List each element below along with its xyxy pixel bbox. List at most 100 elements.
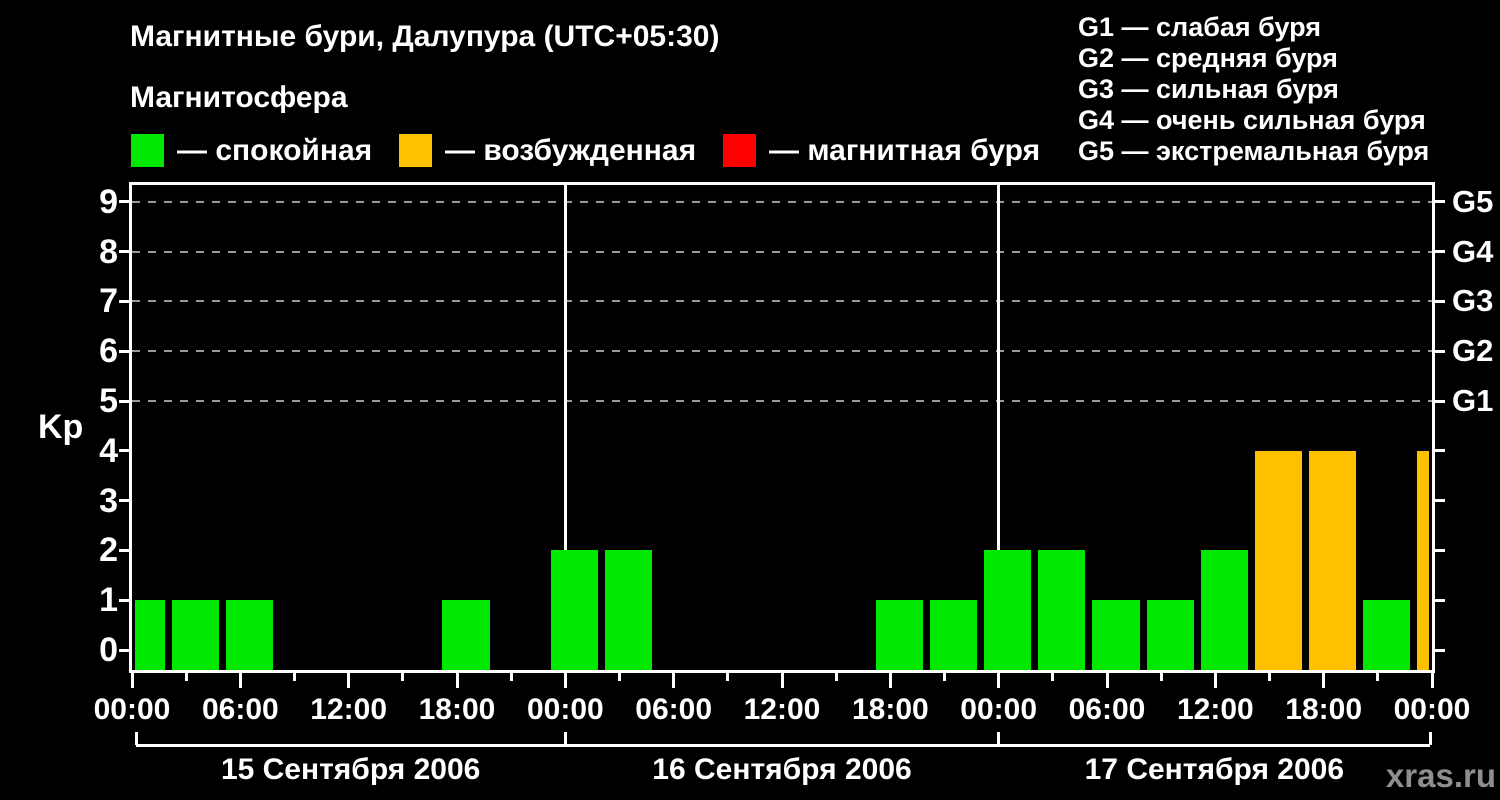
date-bracket-tick bbox=[997, 732, 1001, 745]
x-axis-minor-tick bbox=[1159, 673, 1163, 681]
chart-subtitle: Магнитосфера bbox=[130, 81, 348, 114]
x-axis-minor-tick bbox=[293, 673, 296, 681]
x-axis-time-label: 06:00 bbox=[635, 693, 713, 726]
storm-scale-line: G5 — экстремальная буря bbox=[1078, 136, 1430, 166]
storm-scale-legend: G1 — слабая буря G2 — средняя буря G3 — си… bbox=[1078, 12, 1429, 167]
gridline-kp9 bbox=[132, 200, 1432, 203]
x-axis-time-label: 12:00 bbox=[743, 693, 821, 726]
x-axis-time-label: 00:00 bbox=[960, 693, 1038, 726]
day-separator bbox=[997, 185, 1001, 670]
x-axis-major-tick bbox=[1105, 673, 1109, 688]
kp-bar bbox=[1417, 450, 1429, 670]
y-axis-tick bbox=[119, 299, 129, 303]
y-axis-tick-right bbox=[1435, 349, 1445, 353]
y-axis-tick-right bbox=[1435, 648, 1445, 652]
quiet-color-swatch bbox=[131, 134, 164, 167]
kp-bar bbox=[1254, 450, 1303, 670]
y-axis-tick bbox=[119, 499, 129, 503]
storm-scale-line: G1 — слабая буря bbox=[1078, 12, 1322, 42]
y-axis-tick bbox=[119, 548, 129, 552]
y-axis-tick bbox=[119, 449, 129, 453]
x-axis-major-tick bbox=[455, 673, 459, 688]
y-axis-label: 0 bbox=[99, 631, 118, 669]
y-axis-label: 6 bbox=[99, 332, 118, 371]
x-axis-minor-tick bbox=[184, 673, 188, 681]
x-axis-minor-tick bbox=[1051, 673, 1055, 681]
chart-title: Магнитные бури, Далупура (UTC+05:30) bbox=[130, 20, 720, 53]
kp-bar bbox=[225, 600, 273, 670]
date-label: 16 Сентября 2006 bbox=[652, 753, 912, 786]
date-label: 15 Сентября 2006 bbox=[220, 753, 481, 786]
x-axis-major-tick bbox=[238, 673, 242, 688]
y-axis-tick-right bbox=[1435, 449, 1445, 453]
x-axis-time-label: 00:00 bbox=[526, 693, 604, 726]
y-axis-label: 3 bbox=[99, 481, 118, 520]
kp-bar bbox=[1146, 600, 1194, 670]
kp-bar bbox=[929, 600, 978, 670]
kp-bar bbox=[1309, 450, 1357, 670]
x-axis-major-tick bbox=[672, 673, 676, 688]
g-level-label: G4 bbox=[1452, 233, 1494, 269]
watermark: xras.ru bbox=[1385, 757, 1496, 794]
x-axis-time-label: 06:00 bbox=[1068, 693, 1146, 726]
day-separator bbox=[563, 185, 567, 670]
date-bracket-tick bbox=[134, 732, 138, 745]
kp-bar bbox=[1092, 600, 1140, 670]
y-axis-label: 8 bbox=[99, 232, 118, 271]
x-axis-time-label: 12:00 bbox=[1176, 693, 1254, 726]
y-axis-tick-right bbox=[1435, 200, 1445, 204]
legend-label: — магнитная буря bbox=[769, 134, 1041, 167]
g-level-label: G2 bbox=[1452, 333, 1494, 369]
g-level-label: G3 bbox=[1452, 283, 1494, 319]
x-axis-time-label: 12:00 bbox=[310, 693, 388, 726]
gridline-kp6 bbox=[132, 350, 1432, 353]
kp-bar bbox=[171, 600, 219, 670]
kp-bar bbox=[875, 600, 923, 670]
x-axis-major-tick bbox=[1430, 673, 1434, 688]
y-axis-tick bbox=[119, 250, 129, 254]
kp-bar bbox=[550, 550, 598, 670]
date-bracket-tick bbox=[1428, 732, 1432, 745]
plot-area bbox=[129, 182, 1435, 673]
x-axis-time-label: 18:00 bbox=[418, 693, 496, 726]
x-axis-major-tick bbox=[997, 673, 1001, 688]
x-axis-time-label: 00:00 bbox=[93, 693, 171, 726]
kp-bar bbox=[1038, 550, 1086, 670]
y-axis-label: 4 bbox=[99, 431, 118, 470]
x-axis-minor-tick bbox=[509, 673, 513, 681]
x-axis-time-label: 00:00 bbox=[1393, 693, 1471, 726]
y-axis-tick bbox=[119, 200, 129, 204]
y-axis-tick bbox=[119, 349, 129, 353]
x-axis-major-tick bbox=[130, 673, 134, 688]
active-color-swatch bbox=[399, 134, 432, 167]
y-axis-title: Kp bbox=[38, 408, 84, 446]
x-axis-time-label: 18:00 bbox=[851, 693, 929, 726]
x-axis-major-tick bbox=[888, 673, 892, 688]
legend-label: — спокойная bbox=[177, 134, 373, 167]
gridline-kp8 bbox=[132, 250, 1432, 253]
y-axis-tick bbox=[119, 399, 129, 403]
legend-label: — возбужденная bbox=[445, 134, 697, 167]
y-axis-tick-right bbox=[1435, 299, 1445, 303]
kp-bar bbox=[1363, 600, 1411, 670]
y-axis-tick-right bbox=[1435, 598, 1445, 602]
x-axis-minor-tick bbox=[943, 673, 946, 681]
x-axis-major-tick bbox=[563, 673, 567, 688]
y-axis-label: 2 bbox=[99, 531, 118, 570]
y-axis-tick-right bbox=[1435, 548, 1445, 552]
kp-bar bbox=[442, 600, 490, 670]
y-axis-label: 5 bbox=[99, 382, 118, 420]
storm-color-swatch bbox=[723, 134, 756, 167]
y-axis-label: 1 bbox=[99, 581, 118, 620]
date-label: 17 Сентября 2006 bbox=[1084, 753, 1345, 786]
y-axis-label: 9 bbox=[99, 182, 118, 221]
x-axis-major-tick bbox=[1213, 673, 1217, 688]
x-axis-major-tick bbox=[1322, 673, 1326, 688]
y-axis-label: 7 bbox=[99, 282, 118, 321]
y-axis-tick-right bbox=[1435, 399, 1445, 403]
gridline-kp7 bbox=[132, 300, 1432, 303]
y-axis-tick bbox=[119, 598, 129, 602]
x-axis-major-tick bbox=[780, 673, 784, 688]
kp-bar bbox=[604, 550, 653, 670]
